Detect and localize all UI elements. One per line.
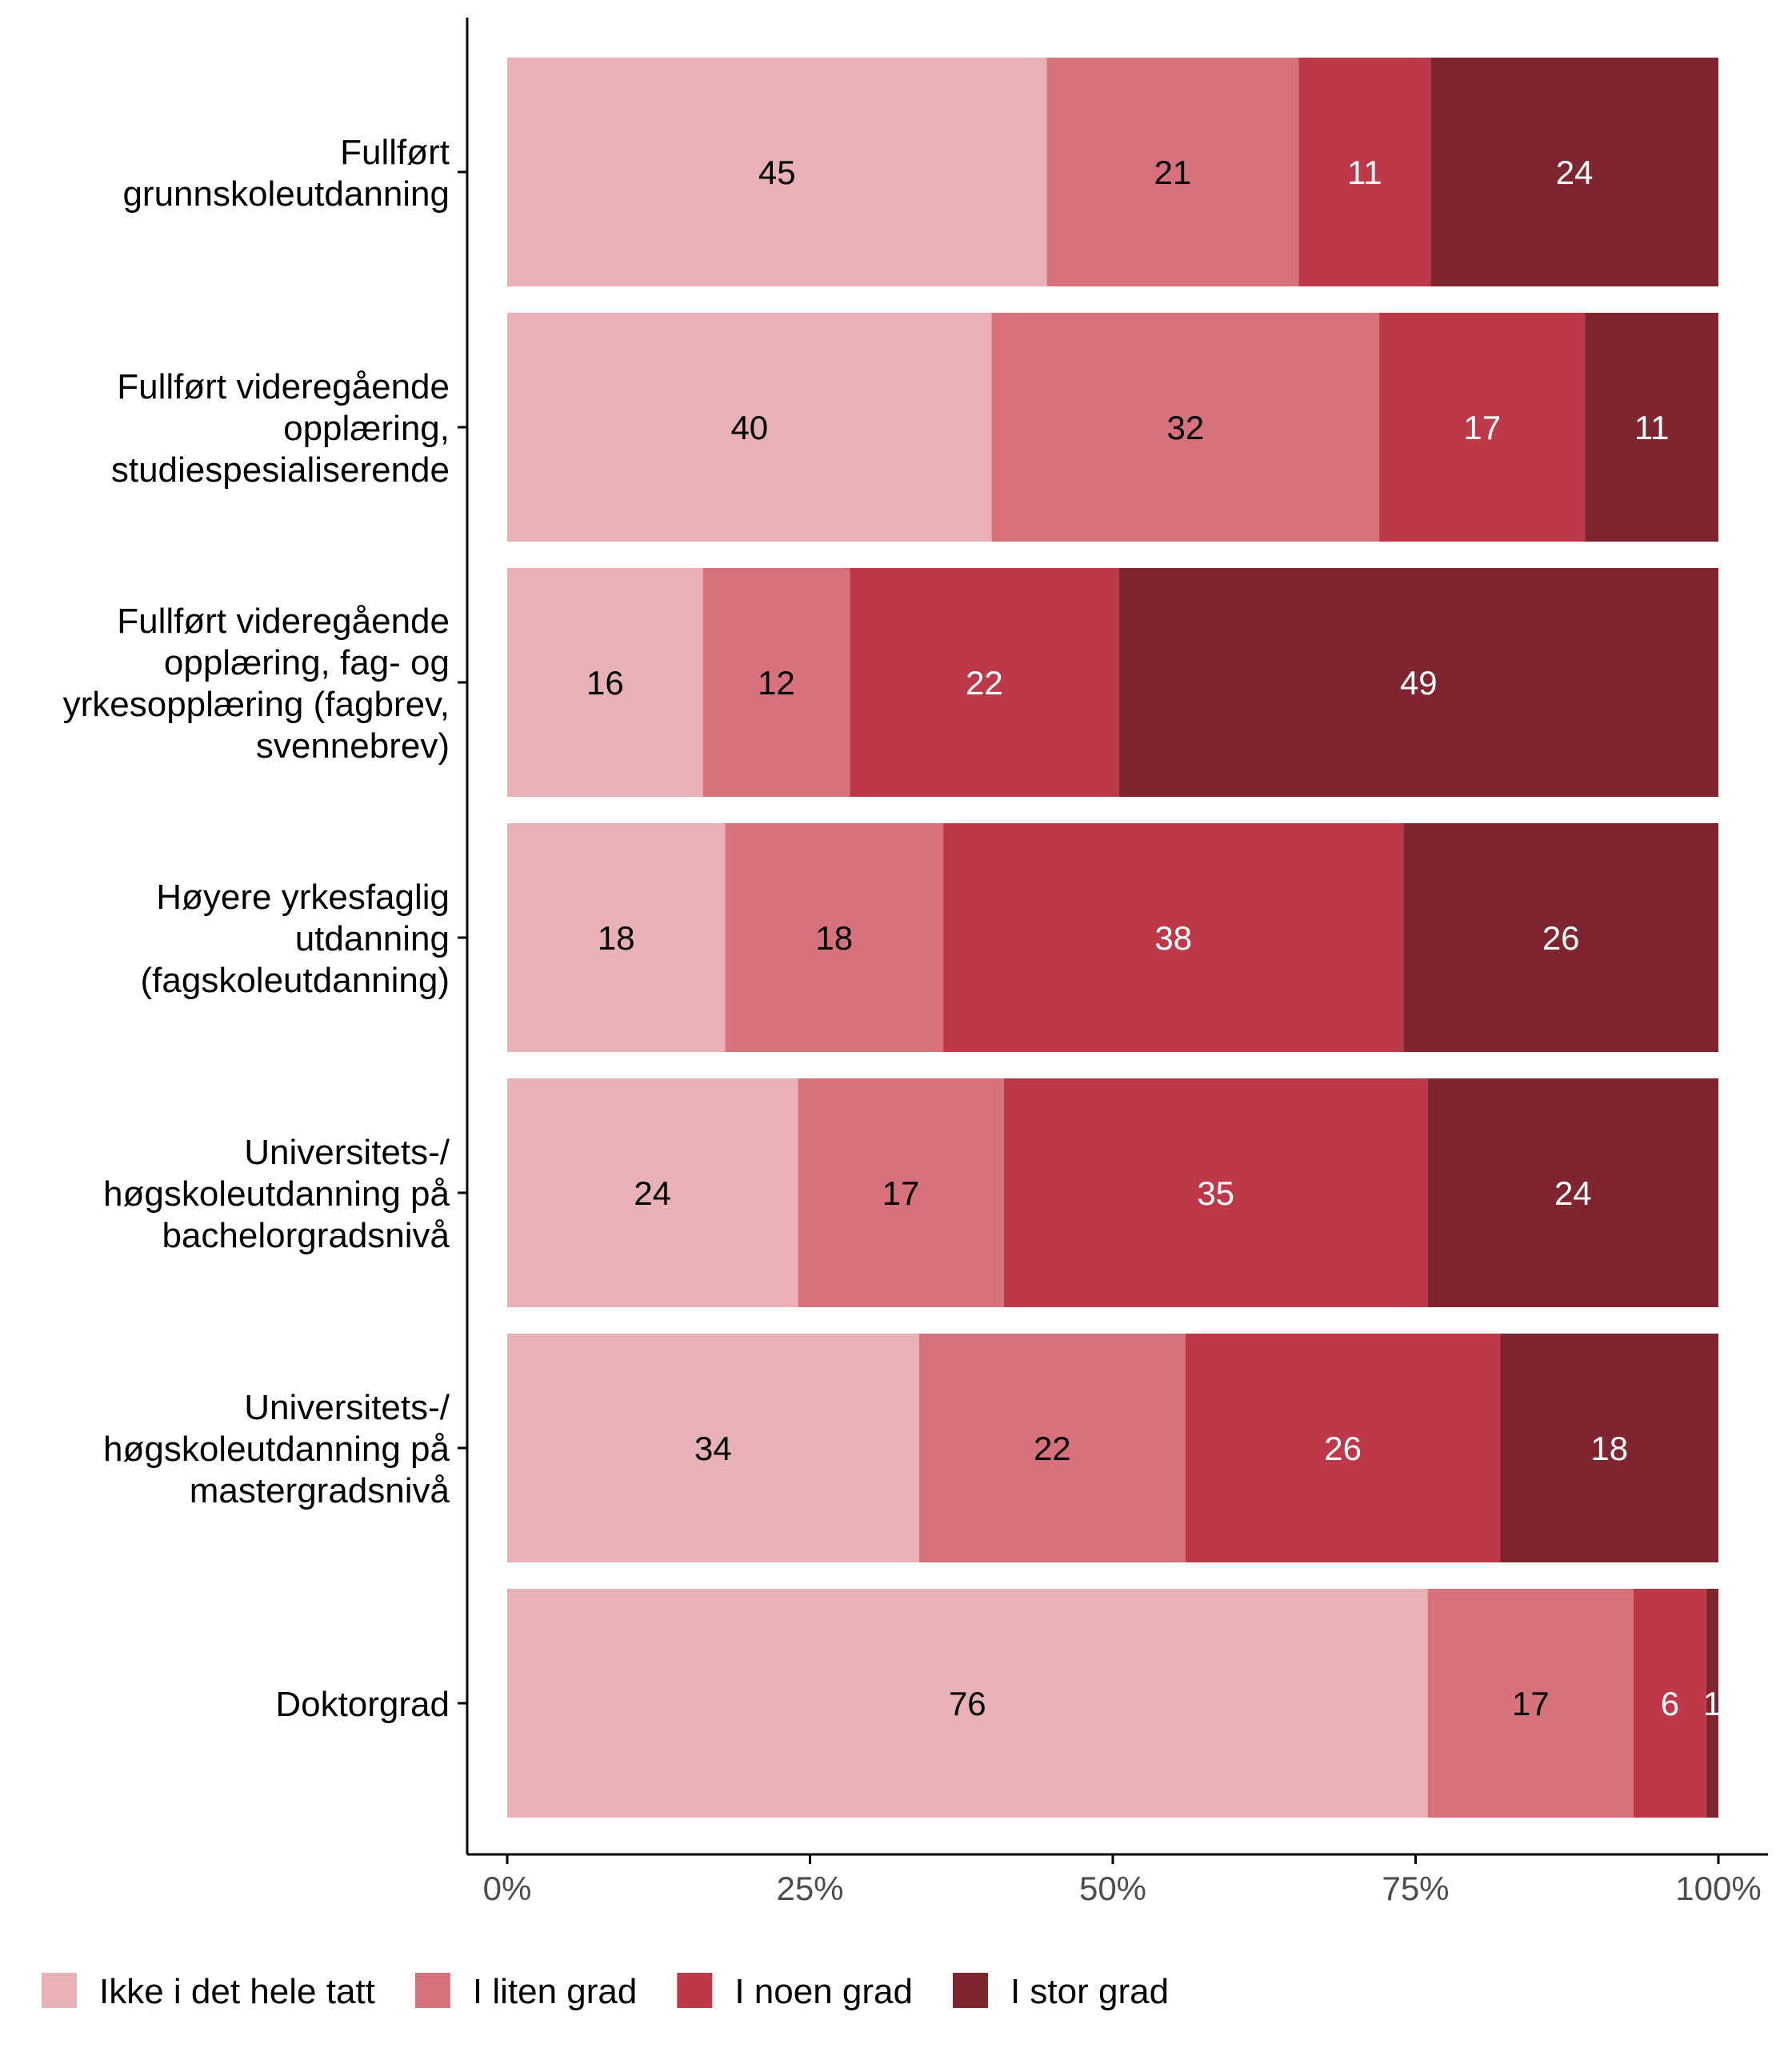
bar-segment-5-4 xyxy=(1427,1078,1718,1307)
bar-value-label: 32 xyxy=(1166,409,1204,446)
category-label: Høyere yrkesfaglig utdanning (fagskoleutda… xyxy=(141,878,450,1000)
bar-value-label: 24 xyxy=(1556,154,1594,191)
bar-segment-6-4 xyxy=(1500,1334,1718,1562)
bar-value-label: 22 xyxy=(1034,1430,1071,1467)
bar-segment-3-3 xyxy=(850,568,1119,797)
bar-value-label: 18 xyxy=(815,919,853,957)
bar-segment-2-4 xyxy=(1585,313,1718,542)
bar-segment-3-1 xyxy=(507,568,703,797)
bar-value-label: 49 xyxy=(1400,664,1438,702)
bar-segment-4-3 xyxy=(943,823,1404,1052)
bar-segment-4-2 xyxy=(725,823,944,1052)
legend-label-3: I noen grad xyxy=(734,1972,913,2011)
bar-segment-2-1 xyxy=(507,313,992,542)
bar-segment-2-2 xyxy=(991,313,1380,542)
bar-segment-5-3 xyxy=(1003,1078,1428,1307)
x-tick-label: 0% xyxy=(483,1870,532,1907)
bar-value-label: 16 xyxy=(586,664,624,702)
bar-segment-7-1 xyxy=(507,1589,1428,1818)
bar-value-label: 24 xyxy=(1554,1174,1592,1212)
bar-value-label: 17 xyxy=(1463,409,1501,446)
bar-value-label: 18 xyxy=(1590,1430,1628,1467)
legend-label-2: I liten grad xyxy=(473,1972,637,2011)
category-label: Universitets-/høgskoleutdanning på bachel… xyxy=(103,1133,450,1255)
bar-segment-3-2 xyxy=(702,568,850,797)
bar-segment-1-3 xyxy=(1298,58,1431,286)
category-label: Fullført videregående opplæring, studiespe… xyxy=(111,367,450,490)
bar-value-label: 24 xyxy=(634,1174,671,1212)
bar-value-label: 17 xyxy=(1512,1685,1550,1722)
legend-label-1: Ikke i det hele tatt xyxy=(99,1972,375,2011)
legend-swatch-1 xyxy=(42,1973,77,2008)
bar-segment-2-3 xyxy=(1379,313,1586,542)
bar-value-label: 12 xyxy=(758,664,795,702)
bar-segment-4-1 xyxy=(507,823,726,1052)
category-label: Fullført grunnskoleutdanning xyxy=(122,133,450,214)
bar-value-label: 6 xyxy=(1661,1685,1679,1722)
bar-value-label: 76 xyxy=(949,1685,986,1722)
bar-value-label: 26 xyxy=(1542,919,1580,957)
category-label: Doktorgrad xyxy=(275,1685,450,1724)
x-tick-label: 75% xyxy=(1382,1870,1449,1907)
bar-segment-7-4 xyxy=(1706,1589,1718,1818)
bar-segment-7-3 xyxy=(1634,1589,1706,1818)
bar-segment-1-1 xyxy=(507,58,1047,286)
bar-value-label: 11 xyxy=(1634,409,1670,446)
x-tick-label: 25% xyxy=(776,1870,843,1907)
bar-value-label: 17 xyxy=(882,1174,920,1212)
legend-swatch-4 xyxy=(952,1973,988,2008)
bar-value-label: 26 xyxy=(1324,1430,1362,1467)
bar-segment-3-4 xyxy=(1118,568,1718,797)
bar-segment-5-2 xyxy=(798,1078,1004,1307)
axis-layer: Fullført grunnskoleutdanning Fullført vide… xyxy=(63,18,1768,1907)
bar-value-label: 1 xyxy=(1703,1685,1722,1722)
legend: Ikke i det hele tatt I liten grad I noen g… xyxy=(42,1972,1169,2011)
bar-value-label: 22 xyxy=(966,664,1003,702)
bar-value-label: 21 xyxy=(1154,154,1192,191)
bar-value-label: 45 xyxy=(758,154,796,191)
bar-value-label: 34 xyxy=(694,1430,732,1467)
legend-swatch-3 xyxy=(677,1973,713,2008)
bar-value-label: 40 xyxy=(730,409,768,446)
bar-value-label: 18 xyxy=(598,919,635,957)
category-label: Universitets-/høgskoleutdanning på master… xyxy=(103,1388,450,1510)
bar-segment-1-2 xyxy=(1046,58,1299,286)
bar-segment-6-1 xyxy=(507,1334,919,1562)
bar-value-label: 35 xyxy=(1197,1174,1234,1212)
bar-value-label: 38 xyxy=(1154,919,1192,957)
x-tick-label: 100% xyxy=(1675,1870,1761,1907)
bar-segment-1-4 xyxy=(1430,58,1718,286)
bar-segment-6-3 xyxy=(1185,1334,1501,1562)
bar-segment-7-2 xyxy=(1427,1589,1634,1818)
bar-segment-6-2 xyxy=(918,1334,1186,1562)
category-label: Fullført videregående opplæring, fag- og y… xyxy=(63,602,450,766)
bar-segment-5-1 xyxy=(507,1078,798,1307)
x-tick-label: 50% xyxy=(1079,1870,1146,1907)
legend-swatch-2 xyxy=(414,1973,450,2008)
bar-segment-4-4 xyxy=(1403,823,1718,1052)
legend-label-4: I stor grad xyxy=(1010,1972,1169,2011)
bar-value-label: 11 xyxy=(1347,154,1382,191)
